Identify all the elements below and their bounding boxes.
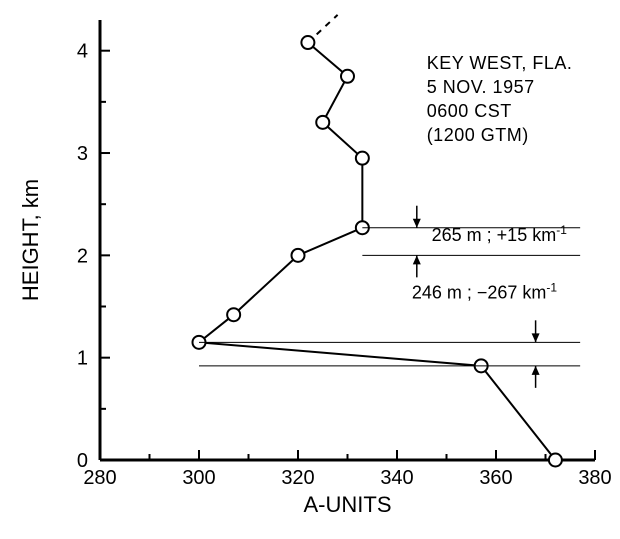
layer-label-0: 265 m ; +15 km-1 — [432, 223, 568, 245]
profile-chart: 280 300 320 340 360 380 0 1 2 3 4 A-UNITS HEIGHT, km… — [0, 0, 620, 539]
x-tick-label: 360 — [479, 467, 512, 489]
arrow-head-down — [532, 333, 540, 342]
y-tick-label: 1 — [77, 348, 88, 370]
meta-date: 5 NOV. 1957 — [427, 77, 535, 97]
x-tick-label: 300 — [182, 467, 215, 489]
arrow-head-up — [413, 255, 421, 264]
data-marker — [301, 36, 314, 49]
data-marker — [356, 152, 369, 165]
meta-time_gmt: (1200 GTM) — [427, 125, 529, 145]
x-tick-label: 320 — [281, 467, 314, 489]
meta-location: KEY WEST, FLA. — [427, 53, 573, 73]
data-marker — [292, 249, 305, 262]
data-marker — [316, 116, 329, 129]
x-tick-label: 280 — [83, 467, 116, 489]
arrow-head-up — [532, 366, 540, 375]
y-tick-label: 2 — [77, 245, 88, 267]
x-tick-label: 380 — [578, 467, 611, 489]
data-marker — [341, 70, 354, 83]
x-axis-label: A-UNITS — [304, 492, 392, 517]
arrow-head-down — [413, 219, 421, 228]
data-marker — [227, 308, 240, 321]
y-axis-label: HEIGHT, km — [18, 179, 43, 301]
x-tick-label: 340 — [380, 467, 413, 489]
y-tick-label: 3 — [77, 143, 88, 165]
meta-time_local: 0600 CST — [427, 101, 512, 121]
layer-label-1: 246 m ; −267 km-1 — [412, 280, 558, 302]
y-tick-label: 4 — [77, 41, 88, 63]
y-tick-label: 0 — [77, 450, 88, 472]
data-marker — [549, 454, 562, 467]
